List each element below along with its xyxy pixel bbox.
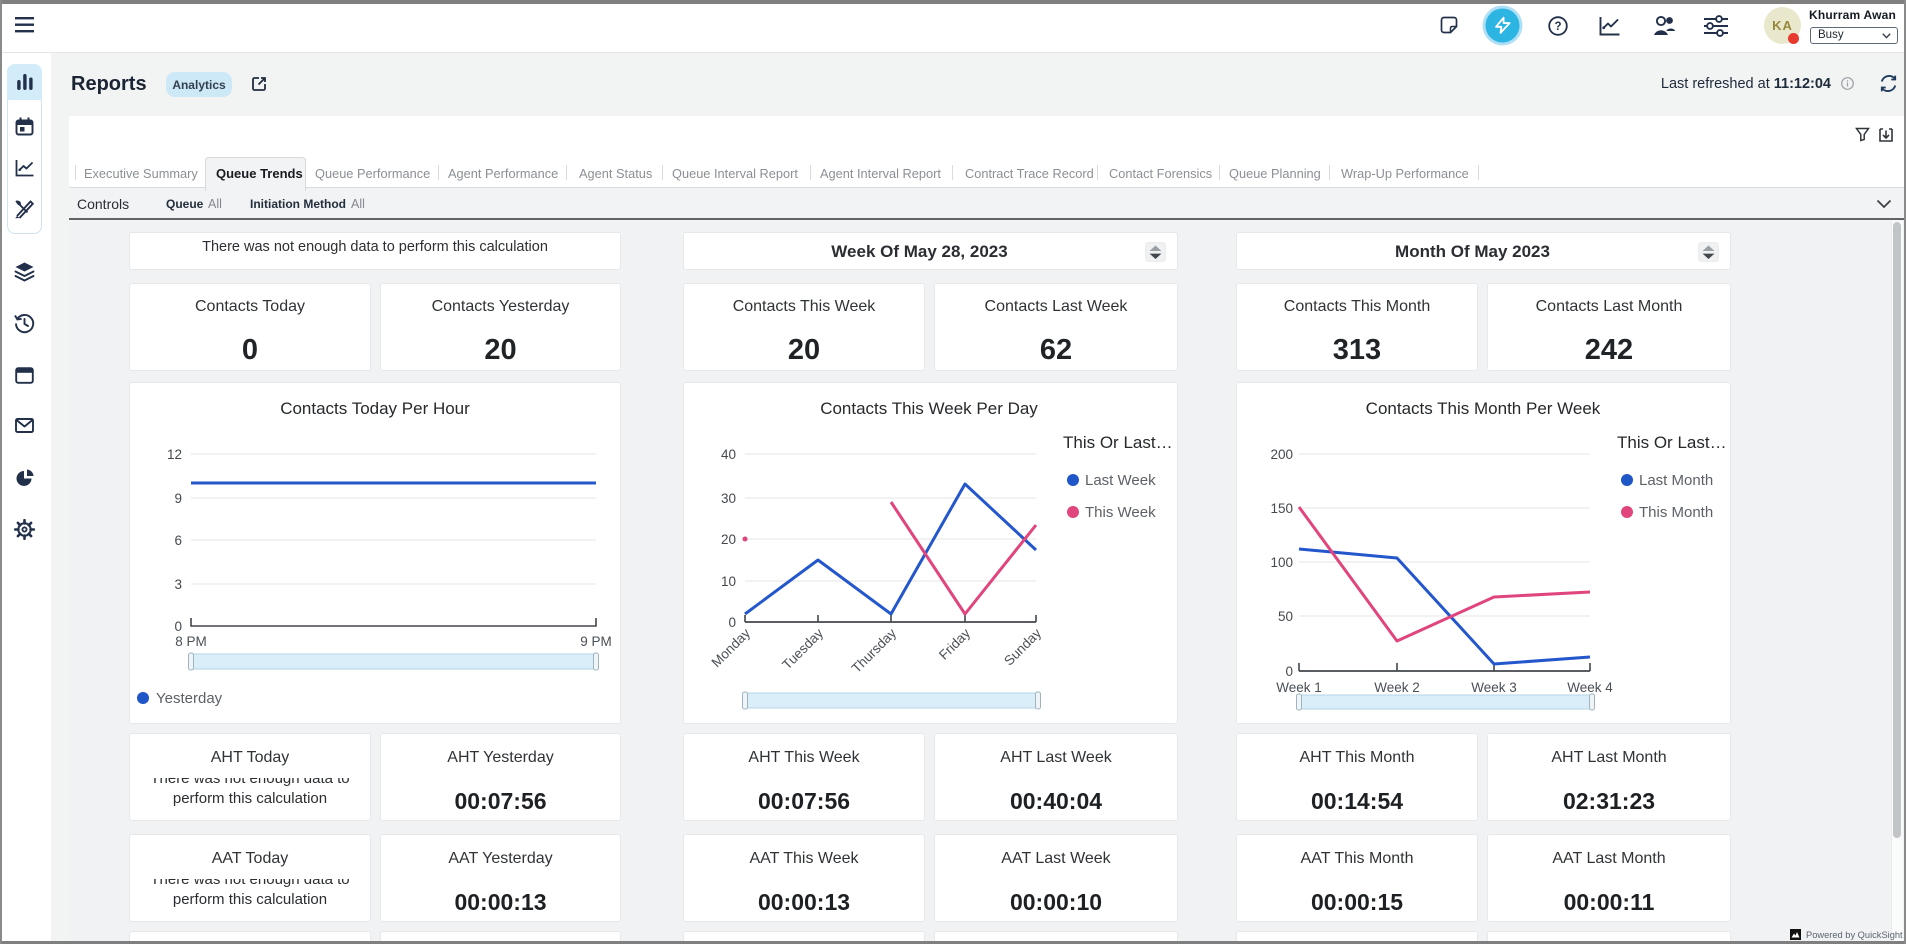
svg-text:Sunday: Sunday bbox=[1001, 625, 1044, 668]
svg-text:Last Week: Last Week bbox=[1085, 472, 1156, 489]
svg-text:Week 2: Week 2 bbox=[1374, 680, 1420, 695]
svg-text:Contacts This Week Per Day: Contacts This Week Per Day bbox=[820, 399, 1038, 418]
svg-text:Thursday: Thursday bbox=[849, 625, 900, 676]
svg-text:0: 0 bbox=[728, 615, 736, 630]
svg-text:3: 3 bbox=[174, 577, 182, 592]
svg-text:9 PM: 9 PM bbox=[580, 634, 612, 649]
svg-text:Friday: Friday bbox=[936, 625, 973, 662]
svg-text:Week 1: Week 1 bbox=[1276, 680, 1322, 695]
svg-text:100: 100 bbox=[1270, 555, 1293, 570]
svg-text:This Or Last…: This Or Last… bbox=[1617, 433, 1727, 452]
svg-text:10: 10 bbox=[721, 574, 736, 589]
svg-text:Yesterday: Yesterday bbox=[156, 690, 223, 707]
svg-text:This Or Last…: This Or Last… bbox=[1063, 433, 1173, 452]
svg-text:20: 20 bbox=[721, 532, 736, 547]
svg-text:Week 4: Week 4 bbox=[1567, 680, 1613, 695]
svg-text:9: 9 bbox=[174, 491, 182, 506]
svg-text:8 PM: 8 PM bbox=[175, 634, 207, 649]
svg-text:Week 3: Week 3 bbox=[1471, 680, 1517, 695]
svg-text:12: 12 bbox=[167, 447, 182, 462]
svg-text:6: 6 bbox=[174, 533, 182, 548]
svg-text:Contacts This Month Per Week: Contacts This Month Per Week bbox=[1366, 399, 1601, 418]
svg-text:Contacts Today Per Hour: Contacts Today Per Hour bbox=[280, 399, 470, 418]
svg-text:0: 0 bbox=[1285, 664, 1293, 679]
svg-text:0: 0 bbox=[174, 619, 182, 634]
svg-text:Tuesday: Tuesday bbox=[779, 625, 826, 672]
svg-text:30: 30 bbox=[721, 491, 736, 506]
svg-text:200: 200 bbox=[1270, 447, 1293, 462]
svg-text:Last Month: Last Month bbox=[1639, 472, 1713, 489]
svg-text:?: ? bbox=[1554, 21, 1561, 33]
svg-text:50: 50 bbox=[1278, 609, 1293, 624]
svg-text:This Month: This Month bbox=[1639, 504, 1713, 521]
svg-text:Monday: Monday bbox=[709, 625, 754, 670]
svg-text:150: 150 bbox=[1270, 501, 1293, 516]
svg-text:This Week: This Week bbox=[1085, 504, 1156, 521]
svg-text:40: 40 bbox=[721, 447, 736, 462]
